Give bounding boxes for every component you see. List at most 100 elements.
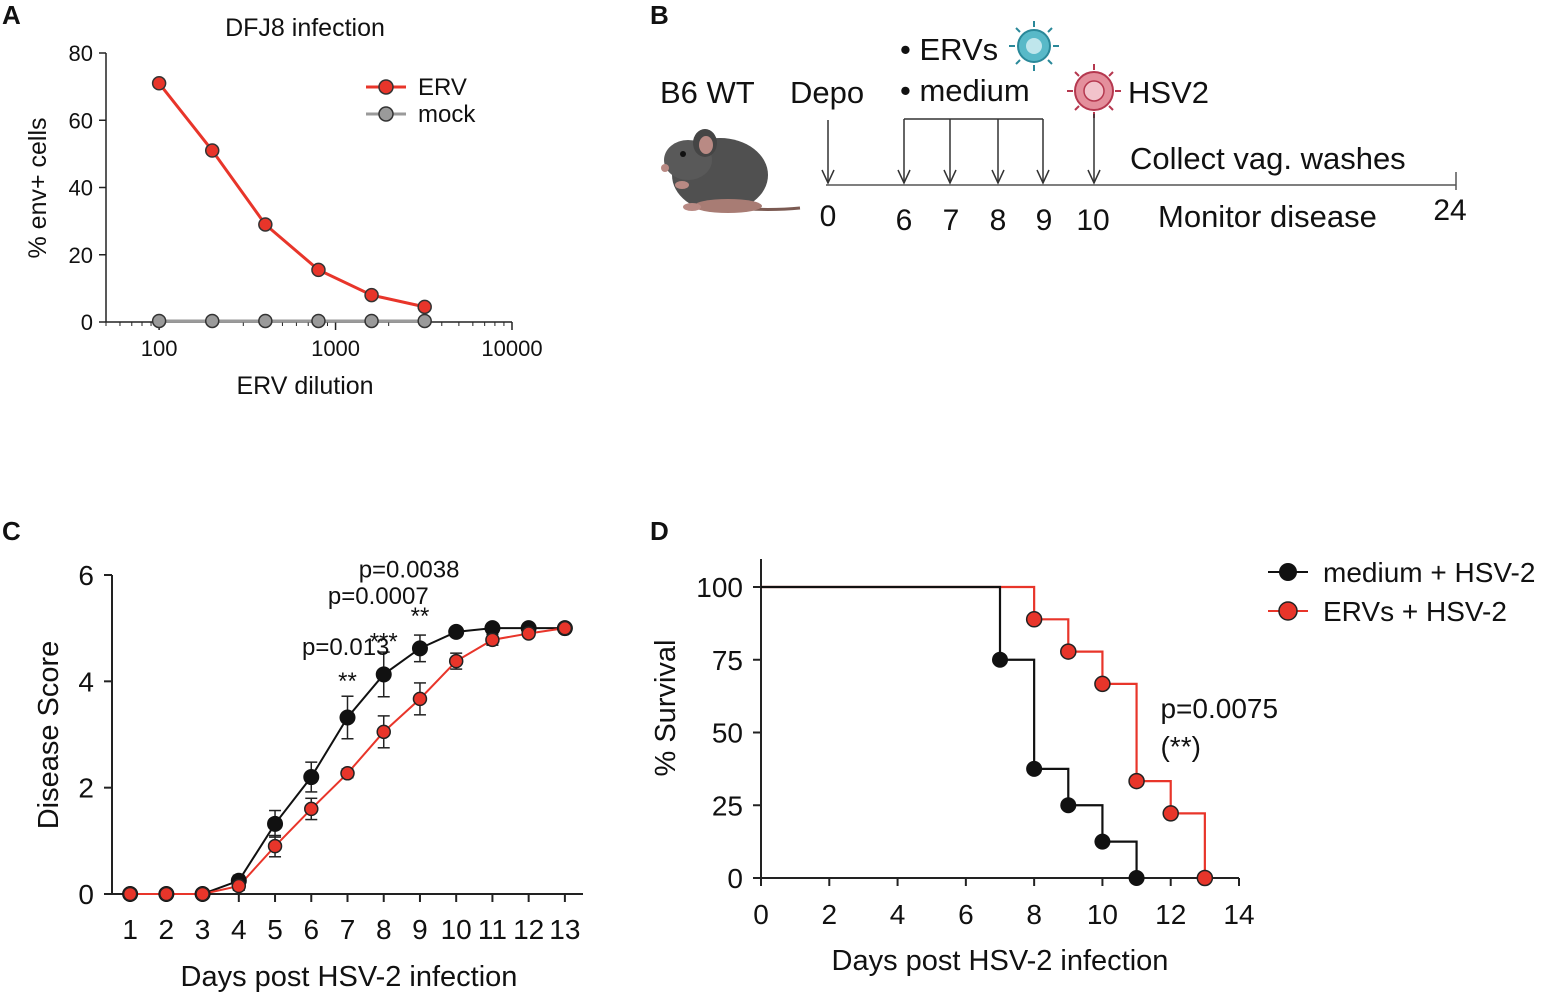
panel-c-x-tick-label: 3	[195, 914, 211, 945]
panel-a-point-mock	[417, 313, 432, 329]
panel-c-annotation: **	[338, 668, 357, 695]
panel-c-point-medium	[448, 623, 465, 640]
panel-c-point-ervs	[267, 838, 283, 854]
panel-c-x-label: Days post HSV-2 infection	[181, 961, 518, 993]
panel-a-y-tick-label: 20	[69, 243, 93, 268]
panel-a-x-tick-label: 100	[141, 336, 178, 361]
panel-d-x-label: Days post HSV-2 infection	[832, 945, 1169, 977]
panel-c-point-ervs	[485, 632, 500, 648]
panel-c-point-ervs	[340, 766, 355, 781]
panel-d-x-tick-label: 12	[1155, 899, 1186, 930]
panel-c-x-tick-label: 1	[122, 914, 138, 945]
panel-c-x-tick-label: 9	[412, 914, 428, 945]
panel-a-point-mock	[258, 313, 273, 329]
panel-d-x-tick-label: 10	[1087, 899, 1118, 930]
panel-c-y-label: Disease Score	[33, 641, 65, 830]
panel-c-annotation: p=0.013	[302, 634, 389, 661]
panel-c-point-medium	[267, 815, 284, 832]
panel-a-point-erv	[258, 217, 273, 232]
panel-c-annotation: **	[411, 603, 430, 630]
hsv2-label: HSV2	[1128, 75, 1209, 110]
panel-d-y-tick-label: 0	[727, 863, 743, 894]
panel-c-point-medium	[303, 769, 320, 786]
panel-a-y-tick-label: 60	[69, 108, 93, 133]
depo-label: Depo	[790, 75, 864, 110]
erv-virus-icon	[1009, 21, 1059, 71]
panel-a-x-tick-label: 1000	[311, 336, 360, 361]
panel-d-point-ervs	[1025, 611, 1043, 628]
panel-a-series-line-erv	[157, 82, 426, 309]
panel-a-point-mock	[311, 313, 326, 329]
panel-a-point-erv	[151, 76, 167, 91]
panel-a-point-mock	[364, 313, 379, 329]
panel-c-y-tick-label: 2	[78, 773, 94, 804]
panel-d-point-ervs	[1128, 772, 1145, 790]
infection-arrow	[1087, 114, 1101, 185]
legend-ervs-marker	[1278, 601, 1298, 621]
panel-d-point-medium	[992, 651, 1008, 668]
day-label-0: 0	[820, 200, 837, 233]
panel-a-point-erv	[364, 287, 379, 303]
legend-erv-marker	[378, 79, 394, 95]
panel-c-point-medium	[484, 620, 501, 637]
panel-c-x-tick-label: 6	[303, 914, 319, 945]
panel-c-chart: Days post HSV-2 infection Disease Score …	[33, 557, 583, 993]
panel-c-x-tick-label: 5	[267, 914, 283, 945]
panel-a-y-tick-label: 0	[81, 310, 93, 335]
panel-d-y-label: % Survival	[650, 640, 682, 777]
panel-label-b: B	[650, 0, 669, 30]
panel-d-y-tick-label: 25	[712, 790, 743, 821]
panel-a-y-tick-label: 80	[69, 41, 93, 66]
panel-d-point-ervs	[1162, 805, 1179, 822]
treatment-erv-label: • ERVs	[900, 32, 998, 67]
panel-a-y-label: % env+ cells	[24, 117, 52, 258]
panel-d-x-tick-label: 0	[753, 899, 769, 930]
panel-label-c: C	[2, 516, 21, 546]
panel-d-x-tick-label: 8	[1026, 899, 1042, 930]
panel-d-x-tick-label: 6	[958, 899, 974, 930]
legend-medium-label: medium + HSV-2	[1323, 557, 1535, 588]
day-label-6: 6	[896, 204, 913, 237]
panel-c-point-ervs	[412, 691, 428, 707]
panel-c-point-ervs	[159, 886, 174, 902]
panel-a-chart: DFJ8 infection ERV dilution % env+ cells…	[24, 14, 543, 400]
panel-c-point-ervs	[304, 801, 319, 817]
panel-a-legend: ERV mock	[366, 74, 476, 128]
panel-b-schedule: B6 WT Depo • ERVs • medium	[660, 21, 1467, 237]
panel-c-point-ervs	[195, 886, 210, 902]
legend-mock-label: mock	[418, 101, 476, 128]
panel-c-y-tick-label: 0	[78, 879, 94, 910]
panel-c-point-medium	[411, 640, 428, 657]
mouse-strain-label: B6 WT	[660, 75, 755, 110]
panel-c-x-tick-label: 13	[549, 914, 580, 945]
panel-c-x-tick-label: 10	[441, 914, 472, 945]
panel-c-y-tick-label: 6	[78, 560, 94, 591]
day-label-7: 7	[943, 204, 960, 237]
day-label-10: 10	[1076, 204, 1109, 237]
panel-c-point-ervs	[122, 886, 138, 902]
panel-c-annotation: p=0.0038	[359, 557, 460, 584]
panel-a-x-tick-label: 10000	[481, 336, 542, 361]
panel-d-legend: medium + HSV-2 ERVs + HSV-2	[1268, 557, 1535, 627]
panel-d-point-medium	[1128, 870, 1145, 886]
panel-c-annotation: p=0.0007	[328, 583, 429, 610]
monitor-disease-label: Monitor disease	[1158, 199, 1377, 234]
mouse-icon	[661, 129, 801, 213]
panel-d-point-medium	[1060, 797, 1077, 814]
panel-d-survival-curve-ervs	[761, 585, 1206, 878]
panel-d-point-ervs	[1060, 643, 1077, 660]
panel-d-point-medium	[1026, 760, 1043, 777]
panel-c-x-tick-label: 11	[478, 914, 507, 945]
day-label-24: 24	[1433, 194, 1466, 227]
treatment-arrows	[897, 118, 1050, 185]
panel-c-point-medium	[375, 666, 392, 683]
panel-c-point-ervs	[376, 724, 391, 740]
legend-erv-label: ERV	[418, 74, 467, 101]
panel-d-y-tick-label: 50	[712, 718, 743, 749]
depo-arrow	[821, 120, 835, 185]
panel-c-y-tick-label: 4	[78, 666, 94, 697]
legend-medium-marker	[1279, 563, 1297, 581]
panel-d-x-tick-label: 2	[821, 899, 837, 930]
panel-a-point-erv	[204, 143, 220, 158]
